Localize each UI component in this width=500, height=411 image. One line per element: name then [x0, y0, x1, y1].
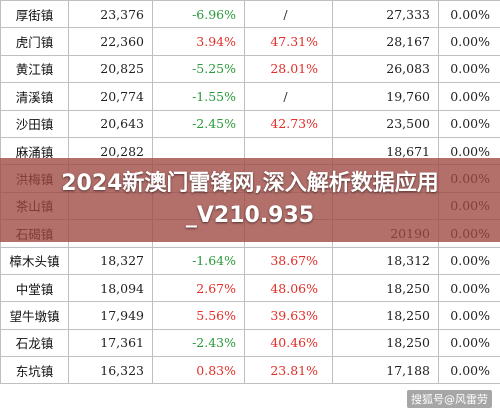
table-row: 虎门镇 22,360 3.94% 47.31% 28,167 0.00%: [0, 27, 500, 56]
population-cell: 20,825: [68, 54, 153, 84]
share-cell: 0.00%: [438, 246, 500, 275]
value-cell: 17,188: [332, 356, 439, 385]
population-cell: 20,774: [68, 82, 153, 111]
change-rate-cell: -1.55%: [152, 82, 245, 111]
value-cell: 18,250: [332, 273, 439, 303]
town-cell: 清溪镇: [0, 82, 69, 111]
table-row: 沙田镇 20,643 -2.45% 42.73% 23,500 0.00%: [0, 109, 500, 138]
share-cell: 0.00%: [438, 54, 500, 84]
town-cell: 黄江镇: [0, 54, 69, 84]
share-cell: 0.00%: [438, 328, 500, 358]
share-cell: 0.00%: [438, 273, 500, 303]
change-rate-cell: -6.96%: [152, 0, 245, 29]
value-cell: 19,760: [332, 82, 439, 111]
ratio-cell: 28.01%: [244, 54, 333, 84]
value-cell: 26,083: [332, 54, 439, 84]
change-rate-cell: -5.25%: [152, 54, 245, 84]
ratio-cell: 40.46%: [244, 328, 333, 358]
ratio-cell: 47.31%: [244, 27, 333, 56]
change-rate-cell: -2.43%: [152, 328, 245, 358]
change-rate-cell: 5.56%: [152, 301, 245, 330]
value-cell: 27,333: [332, 0, 439, 29]
value-cell: 18,312: [332, 246, 439, 275]
table-row: 清溪镇 20,774 -1.55%/19,760 0.00%: [0, 82, 500, 111]
population-cell: 22,360: [68, 27, 153, 56]
ratio-cell: 39.63%: [244, 301, 333, 330]
population-cell: 17,949: [68, 301, 153, 330]
town-cell: 石龙镇: [0, 328, 69, 358]
population-cell: 16,323: [68, 356, 153, 385]
ratio-cell: 38.67%: [244, 246, 333, 275]
town-cell: 樟木头镇: [0, 246, 69, 275]
value-cell: 18,250: [332, 328, 439, 358]
population-cell: 18,094: [68, 273, 153, 303]
share-cell: 0.00%: [438, 301, 500, 330]
change-rate-cell: 0.83%: [152, 356, 245, 385]
value-cell: 23,500: [332, 109, 439, 138]
ratio-cell: 23.81%: [244, 356, 333, 385]
ratio-cell: /: [244, 0, 333, 29]
town-cell: 中堂镇: [0, 273, 69, 303]
ratio-cell: 42.73%: [244, 109, 333, 138]
ratio-cell: 48.06%: [244, 273, 333, 303]
table-row: 厚街镇 23,376 -6.96%/27,333 0.00%: [0, 0, 500, 29]
value-cell: 18,250: [332, 301, 439, 330]
town-cell: 望牛墩镇: [0, 301, 69, 330]
banner-title: 2024新澳门雷锋网,深入解析数据应用_V210.935: [61, 171, 439, 228]
population-cell: 17,361: [68, 328, 153, 358]
ratio-cell: /: [244, 82, 333, 111]
source-watermark: 搜狐号@风雷劳: [407, 390, 492, 408]
table-row: 中堂镇 18,094 2.67% 48.06% 18,250 0.00%: [0, 273, 500, 303]
change-rate-cell: -2.45%: [152, 109, 245, 138]
share-cell: 0.00%: [438, 109, 500, 138]
population-cell: 23,376: [68, 0, 153, 29]
change-rate-cell: 3.94%: [152, 27, 245, 56]
share-cell: 0.00%: [438, 82, 500, 111]
town-cell: 沙田镇: [0, 109, 69, 138]
table-row: 望牛墩镇 17,949 5.56% 39.63% 18,250 0.00%: [0, 301, 500, 330]
table-row: 石龙镇 17,361 -2.43% 40.46% 18,250 0.00%: [0, 328, 500, 358]
table-row: 樟木头镇 18,327 -1.64% 38.67% 18,312 0.00%: [0, 246, 500, 275]
value-cell: 28,167: [332, 27, 439, 56]
table-row: 东坑镇 16,323 0.83% 23.81% 17,188 0.00%: [0, 356, 500, 385]
change-rate-cell: -1.64%: [152, 246, 245, 275]
town-cell: 虎门镇: [0, 27, 69, 56]
title-banner: 2024新澳门雷锋网,深入解析数据应用_V210.935: [0, 158, 500, 242]
share-cell: 0.00%: [438, 356, 500, 385]
town-cell: 厚街镇: [0, 0, 69, 29]
share-cell: 0.00%: [438, 0, 500, 29]
share-cell: 0.00%: [438, 27, 500, 56]
table-row: 黄江镇 20,825 -5.25% 28.01% 26,083 0.00%: [0, 54, 500, 84]
population-cell: 20,643: [68, 109, 153, 138]
town-cell: 东坑镇: [0, 356, 69, 385]
change-rate-cell: 2.67%: [152, 273, 245, 303]
population-cell: 18,327: [68, 246, 153, 275]
